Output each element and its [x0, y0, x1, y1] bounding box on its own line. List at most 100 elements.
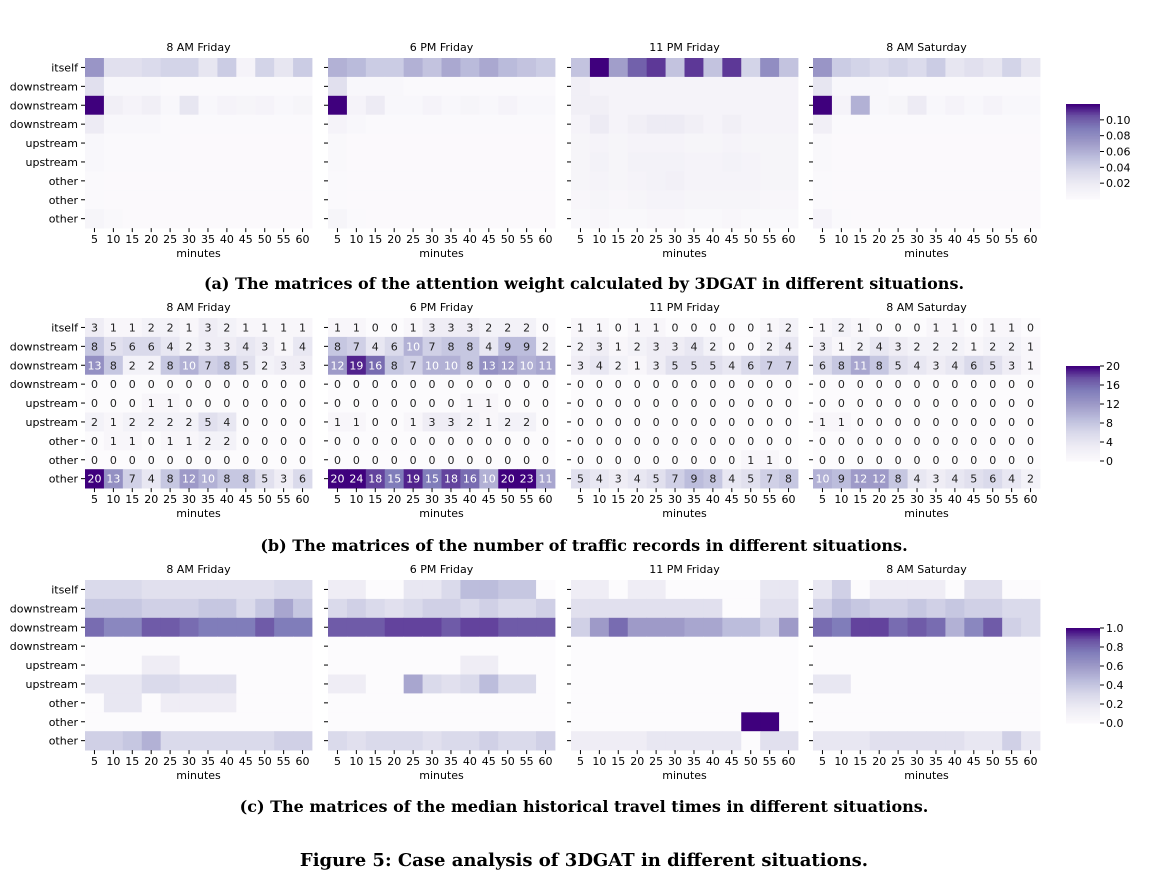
cell-value-label: 0 — [372, 397, 379, 410]
cell-value-label: 4 — [1008, 473, 1015, 486]
heatmap-cell — [646, 655, 666, 675]
heatmap-cell — [479, 374, 499, 394]
colorbar-segment — [1066, 719, 1100, 722]
heatmap-cell — [293, 617, 313, 638]
heatmap-cell — [1002, 95, 1022, 116]
heatmap-cell — [517, 655, 537, 675]
heatmap-cell — [831, 674, 852, 694]
cell-value-label: 1 — [989, 321, 996, 334]
heatmap-cell — [346, 133, 367, 153]
heatmap-cell — [517, 114, 537, 134]
cell-value-label: 0 — [91, 397, 98, 410]
heatmap-cell — [1002, 655, 1022, 675]
y-tick-label: other — [49, 735, 79, 748]
x-tick-label: 55 — [763, 755, 777, 768]
heatmap-cell — [779, 58, 799, 78]
heatmap-cell — [608, 76, 629, 97]
heatmap-cell — [760, 617, 780, 638]
heatmap-cell — [926, 450, 946, 470]
heatmap-cell — [888, 580, 908, 600]
heatmap-cell — [684, 355, 704, 376]
heatmap-cell — [665, 190, 685, 210]
heatmap-cell — [964, 655, 984, 675]
heatmap-cell — [346, 450, 367, 470]
colorbar-segment — [1066, 430, 1100, 433]
heatmap-cell — [328, 58, 348, 78]
cell-value-label: 23 — [520, 473, 534, 486]
colorbar-segment — [1066, 647, 1100, 650]
heatmap-cell — [293, 712, 313, 732]
cell-value-label: 0 — [186, 397, 193, 410]
heatmap-cell — [646, 450, 666, 470]
heatmap-cell — [1021, 580, 1041, 600]
x-tick-label: 55 — [277, 755, 291, 768]
heatmap-cell — [236, 336, 256, 357]
heatmap-cell — [141, 374, 162, 394]
heatmap-cell — [983, 655, 1003, 675]
cell-value-label: 0 — [819, 397, 826, 410]
cell-value-label: 2 — [129, 416, 136, 429]
heatmap-cell — [684, 114, 704, 134]
heatmap-cell — [517, 674, 537, 694]
heatmap-cell — [907, 412, 927, 432]
heatmap-cell — [536, 450, 556, 470]
cell-value-label: 15 — [387, 473, 401, 486]
heatmap-cell — [888, 76, 908, 97]
heatmap-cell — [441, 190, 461, 210]
cell-value-label: 0 — [242, 397, 249, 410]
cell-value-label: 0 — [1027, 435, 1034, 448]
panel-title: 11 PM Friday — [649, 563, 720, 576]
heatmap-cell — [983, 355, 1003, 376]
heatmap-cell — [850, 617, 871, 638]
heatmap-cell — [122, 58, 143, 78]
colorbar-segment — [1066, 650, 1100, 653]
heatmap-cell — [608, 617, 629, 638]
x-tick-label: 30 — [668, 493, 682, 506]
heatmap-cell — [255, 76, 275, 97]
heatmap-cell — [328, 655, 348, 675]
heatmap-cell — [1021, 171, 1041, 191]
heatmap-cell — [760, 674, 780, 694]
x-tick-label: 35 — [444, 755, 458, 768]
heatmap-cell — [703, 617, 723, 638]
heatmap-cell — [498, 76, 518, 97]
heatmap-cell — [983, 693, 1003, 713]
cell-value-label: 2 — [785, 321, 792, 334]
cell-value-label: 0 — [766, 397, 773, 410]
heatmap-cell — [85, 355, 105, 376]
heatmap-cell — [571, 209, 591, 229]
heatmap-cell — [627, 617, 648, 638]
heatmap-cell — [571, 76, 591, 97]
y-tick-label: downstream — [10, 621, 78, 634]
heatmap-cell — [684, 209, 704, 229]
heatmap-cell — [217, 617, 237, 638]
heatmap-cell — [760, 412, 780, 432]
cell-value-label: 19 — [406, 473, 420, 486]
colorbar-segment — [1066, 440, 1100, 443]
heatmap-cell — [255, 355, 275, 376]
heatmap-cell — [813, 374, 833, 394]
heatmap-cell — [198, 731, 218, 751]
colorbar-segment — [1066, 400, 1100, 403]
heatmap-cell — [479, 133, 499, 153]
x-tick-label: 30 — [668, 233, 682, 246]
heatmap-cell — [103, 598, 124, 619]
heatmap-cell — [888, 152, 908, 172]
x-tick-label: 40 — [463, 493, 477, 506]
heatmap-cell — [274, 431, 294, 451]
heatmap-cell — [589, 655, 610, 675]
heatmap-cell — [888, 114, 908, 134]
heatmap-cell — [236, 693, 256, 713]
x-tick-label: 50 — [258, 233, 272, 246]
cell-value-label: 4 — [634, 473, 641, 486]
heatmap-cell — [85, 58, 105, 78]
heatmap-cell — [422, 318, 442, 338]
heatmap-cell — [536, 355, 556, 376]
heatmap-cell — [983, 152, 1003, 172]
colorbar-segment — [1066, 713, 1100, 716]
x-tick-label: 10 — [349, 755, 363, 768]
x-tick-label: 55 — [1005, 493, 1019, 506]
x-tick-label: 25 — [649, 493, 663, 506]
heatmap-cell — [907, 133, 927, 153]
